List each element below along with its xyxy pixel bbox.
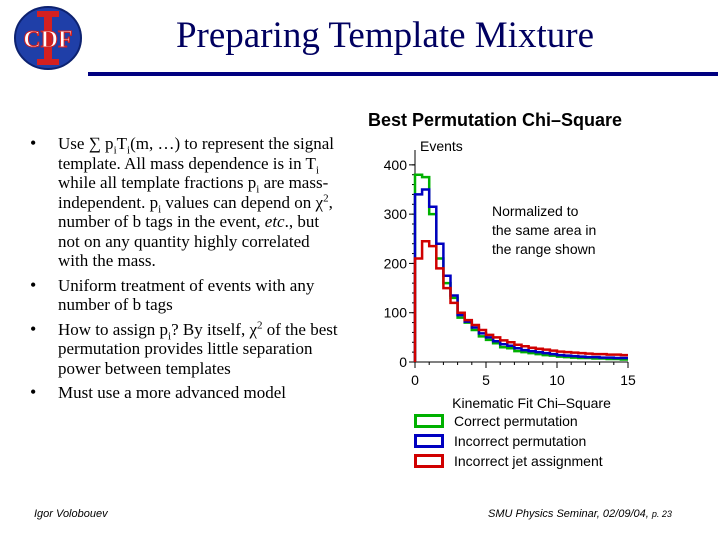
chart-annotation: Normalized to (492, 203, 579, 219)
x-tick-label: 0 (411, 372, 419, 388)
series-line-0 (413, 173, 628, 362)
bullet-item: • Must use a more advanced model (30, 382, 287, 402)
legend-label: Incorrect jet assignment (454, 453, 603, 469)
footer-author: Igor Volobouev (34, 508, 108, 520)
y-tick-label: 100 (384, 305, 408, 321)
bullet-dot-icon: • (30, 318, 37, 339)
slide-title: Preparing Template Mixture (175, 15, 594, 56)
logo-text: CDF (23, 27, 72, 53)
legend-swatch-green (414, 414, 444, 428)
y-tick-label: 0 (399, 354, 407, 370)
legend-label: Correct permutation (454, 413, 578, 429)
y-tick-label: 400 (384, 157, 408, 173)
legend-swatch-red (414, 454, 444, 468)
page-number: p. 23 (651, 509, 672, 519)
bullet-item: • Uniform treatment of events with any nu… (30, 274, 315, 314)
bullet-dot-icon: • (30, 133, 37, 153)
x-axis-label: Kinematic Fit Chi–Square (452, 395, 611, 410)
bullet-item: • How to assign pi? By itself, χ2 of the … (30, 318, 338, 378)
y-tick-label: 300 (384, 206, 408, 222)
y-axis-label: Events (420, 138, 463, 154)
series-line-2 (413, 240, 628, 362)
bullet-item: • Use ∑ piTi(m, …) to represent the signa… (30, 133, 335, 270)
chi-square-chart: 0 100 200 300 400 0 5 10 15 Events Kinematic Fit C… (384, 138, 636, 410)
chart-annotation: the same area in (492, 222, 596, 238)
chart-annotation: the range shown (492, 241, 596, 257)
footer-event: SMU Physics Seminar, 02/09/04, p. 23 (488, 508, 672, 520)
bullet-list: • Use ∑ piTi(m, …) to represent the signa… (30, 133, 340, 408)
x-tick-label: 15 (620, 372, 636, 388)
title-rule (88, 72, 718, 76)
chart-title: Best Permutation Chi–Square (368, 110, 623, 130)
y-tick-label: 200 (384, 255, 408, 271)
series-line-1 (413, 188, 628, 362)
legend-swatch-blue (414, 434, 444, 448)
bullet-dot-icon: • (30, 274, 37, 295)
x-tick-label: 5 (482, 372, 490, 388)
x-tick-label: 10 (549, 372, 565, 388)
bullet-dot-icon: • (30, 382, 37, 402)
legend-label: Incorrect permutation (454, 433, 587, 449)
cdf-logo: CDF (14, 6, 82, 70)
